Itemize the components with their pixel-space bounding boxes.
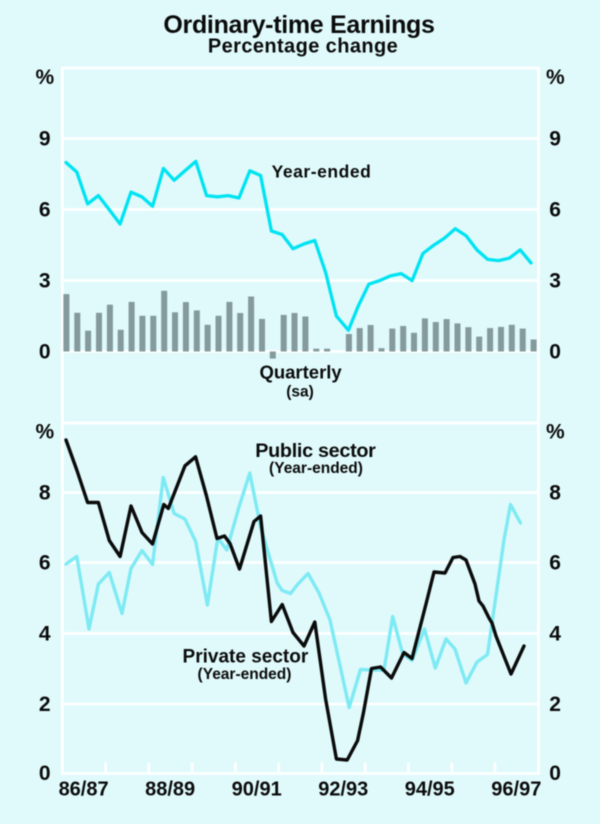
svg-text:8: 8 (549, 481, 561, 504)
svg-text:Ordinary-time Earnings: Ordinary-time Earnings (163, 11, 434, 39)
svg-text:%: % (36, 421, 55, 444)
svg-text:0: 0 (39, 340, 51, 363)
svg-text:92/93: 92/93 (318, 779, 368, 801)
svg-text:4: 4 (39, 622, 51, 645)
svg-text:96/97: 96/97 (491, 779, 541, 801)
svg-text:%: % (546, 421, 565, 444)
svg-text:Private sector: Private sector (183, 647, 309, 668)
svg-text:Public sector: Public sector (255, 440, 376, 462)
svg-text:6: 6 (39, 198, 51, 221)
svg-text:Quarterly: Quarterly (259, 361, 342, 382)
svg-text:3: 3 (549, 269, 561, 292)
svg-text:(sa): (sa) (286, 384, 314, 401)
svg-text:6: 6 (39, 551, 51, 574)
svg-text:9: 9 (549, 127, 561, 150)
svg-text:9: 9 (39, 127, 51, 150)
svg-text:86/87: 86/87 (59, 779, 109, 801)
svg-text:0: 0 (39, 762, 51, 785)
svg-text:8: 8 (39, 481, 51, 504)
svg-text:94/95: 94/95 (405, 779, 455, 801)
svg-text:2: 2 (549, 693, 561, 716)
svg-text:3: 3 (39, 269, 51, 292)
svg-text:%: % (546, 66, 565, 89)
svg-text:90/91: 90/91 (232, 779, 282, 801)
svg-text:0: 0 (549, 340, 561, 363)
svg-text:4: 4 (549, 622, 561, 645)
svg-text:6: 6 (549, 198, 561, 221)
svg-text:88/89: 88/89 (145, 779, 195, 801)
svg-text:(Year-ended): (Year-ended) (198, 666, 292, 683)
svg-text:0: 0 (549, 762, 561, 785)
svg-text:%: % (36, 66, 55, 89)
svg-text:6: 6 (549, 551, 561, 574)
svg-text:(Year-ended): (Year-ended) (269, 460, 363, 477)
svg-text:Year-ended: Year-ended (272, 162, 372, 182)
svg-text:Percentage change: Percentage change (208, 36, 398, 58)
svg-text:2: 2 (39, 693, 51, 716)
